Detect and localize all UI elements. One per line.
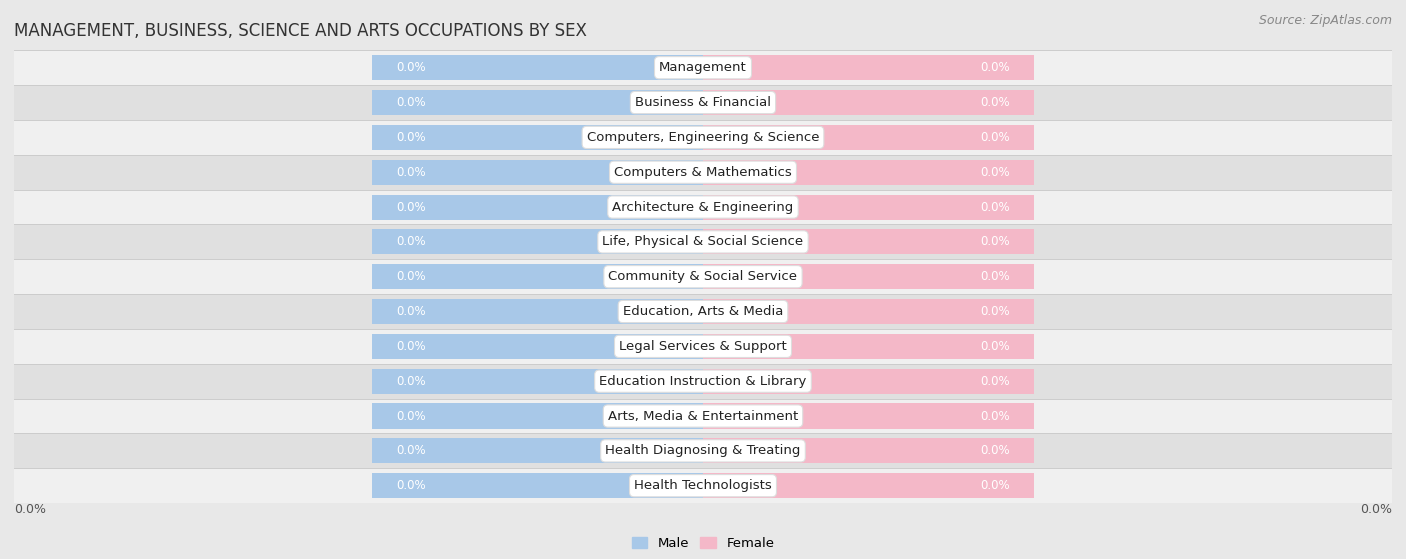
Bar [14,433,1392,468]
Bar [703,473,1033,498]
Text: 0.0%: 0.0% [396,270,426,283]
Bar [373,195,703,220]
Bar [373,264,703,289]
Text: 0.0%: 0.0% [396,96,426,109]
Bar [703,299,1033,324]
Text: 0.0%: 0.0% [396,410,426,423]
Bar [373,229,703,254]
Text: 0.0%: 0.0% [1360,503,1392,516]
Bar [373,438,703,463]
Text: Legal Services & Support: Legal Services & Support [619,340,787,353]
Bar [703,195,1033,220]
Bar [373,334,703,359]
Bar [703,368,1033,394]
Text: 0.0%: 0.0% [980,270,1010,283]
Bar [373,299,703,324]
Bar [373,368,703,394]
Bar [703,438,1033,463]
Bar [14,120,1392,155]
Text: 0.0%: 0.0% [396,131,426,144]
Text: Education Instruction & Library: Education Instruction & Library [599,375,807,388]
Legend: Male, Female: Male, Female [626,532,780,555]
Bar [703,90,1033,115]
Bar [373,160,703,185]
Bar [14,225,1392,259]
Bar [14,399,1392,433]
Bar [373,55,703,80]
Bar [14,50,1392,85]
Text: 0.0%: 0.0% [980,479,1010,492]
Text: Architecture & Engineering: Architecture & Engineering [613,201,793,214]
Text: 0.0%: 0.0% [14,503,46,516]
Text: 0.0%: 0.0% [980,131,1010,144]
Text: MANAGEMENT, BUSINESS, SCIENCE AND ARTS OCCUPATIONS BY SEX: MANAGEMENT, BUSINESS, SCIENCE AND ARTS O… [14,22,586,40]
Text: Business & Financial: Business & Financial [636,96,770,109]
Text: 0.0%: 0.0% [980,201,1010,214]
Text: Management: Management [659,61,747,74]
Text: 0.0%: 0.0% [396,375,426,388]
Text: Life, Physical & Social Science: Life, Physical & Social Science [602,235,804,248]
Text: 0.0%: 0.0% [396,235,426,248]
Bar [14,259,1392,294]
Bar [703,229,1033,254]
Text: 0.0%: 0.0% [396,305,426,318]
Text: Arts, Media & Entertainment: Arts, Media & Entertainment [607,410,799,423]
Text: Source: ZipAtlas.com: Source: ZipAtlas.com [1258,14,1392,27]
Text: Computers, Engineering & Science: Computers, Engineering & Science [586,131,820,144]
Bar [703,160,1033,185]
Bar [14,329,1392,364]
Bar [373,473,703,498]
Bar [14,190,1392,225]
Text: 0.0%: 0.0% [980,410,1010,423]
Text: 0.0%: 0.0% [396,201,426,214]
Bar [373,404,703,429]
Text: 0.0%: 0.0% [396,165,426,179]
Bar [703,125,1033,150]
Text: 0.0%: 0.0% [396,340,426,353]
Bar [703,404,1033,429]
Text: 0.0%: 0.0% [980,444,1010,457]
Bar [14,85,1392,120]
Bar [14,468,1392,503]
Text: 0.0%: 0.0% [396,479,426,492]
Text: 0.0%: 0.0% [980,305,1010,318]
Text: 0.0%: 0.0% [980,61,1010,74]
Text: 0.0%: 0.0% [980,375,1010,388]
Text: Health Diagnosing & Treating: Health Diagnosing & Treating [606,444,800,457]
Text: 0.0%: 0.0% [980,165,1010,179]
Text: Health Technologists: Health Technologists [634,479,772,492]
Bar [373,125,703,150]
Text: Computers & Mathematics: Computers & Mathematics [614,165,792,179]
Bar [703,55,1033,80]
Text: 0.0%: 0.0% [980,340,1010,353]
Bar [14,155,1392,190]
Text: 0.0%: 0.0% [980,235,1010,248]
Text: 0.0%: 0.0% [396,444,426,457]
Text: Community & Social Service: Community & Social Service [609,270,797,283]
Text: 0.0%: 0.0% [980,96,1010,109]
Bar [703,264,1033,289]
Bar [703,334,1033,359]
Bar [14,294,1392,329]
Text: 0.0%: 0.0% [396,61,426,74]
Text: Education, Arts & Media: Education, Arts & Media [623,305,783,318]
Bar [373,90,703,115]
Bar [14,364,1392,399]
